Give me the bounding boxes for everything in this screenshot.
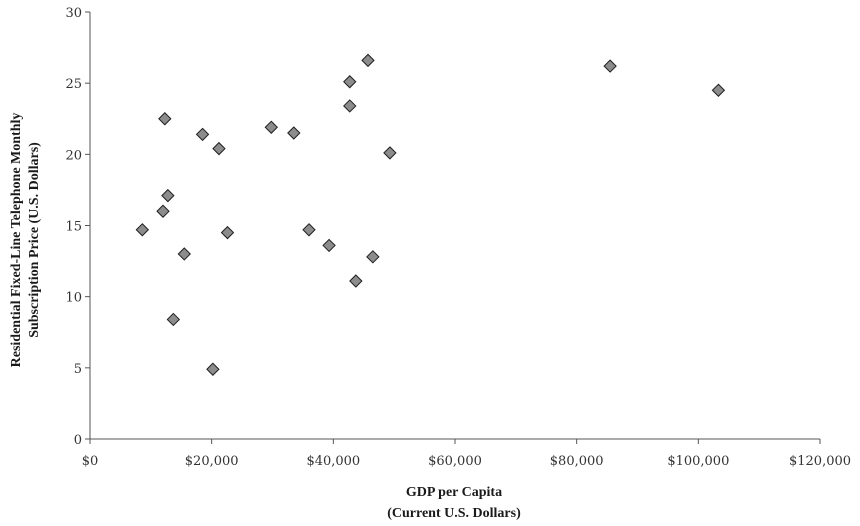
data-points — [135, 53, 726, 376]
data-point — [361, 53, 375, 68]
y-tick-label: 25 — [65, 77, 82, 92]
data-point — [135, 223, 150, 237]
y-axis-title-line-1: Residential Fixed-Line Telephone Monthly — [9, 113, 24, 368]
y-tick-label: 5 — [74, 362, 82, 377]
data-point — [287, 126, 301, 140]
data-point — [343, 75, 357, 89]
data-point — [161, 188, 175, 203]
x-tick-label: $40,000 — [306, 454, 360, 469]
data-point — [349, 274, 363, 288]
data-point — [166, 312, 181, 327]
x-tick-label: $100,000 — [667, 454, 729, 469]
x-tick-label: $60,000 — [428, 454, 482, 469]
y-tick-label: 15 — [65, 220, 82, 235]
data-point — [603, 59, 617, 73]
data-point — [264, 120, 278, 134]
y-axis-title-line-2: Subscription Price (U.S. Dollars) — [27, 142, 42, 338]
x-axis-ticks: $0 $20,000 $40,000 $60,000 $80,000 $100,000 $1… — [82, 439, 851, 469]
data-point — [206, 362, 220, 376]
data-point — [383, 146, 397, 160]
y-axis-title: Residential Fixed-Line Telephone Monthly… — [9, 113, 42, 368]
data-point — [711, 83, 726, 97]
x-axis-title-line-1: GDP per Capita — [406, 485, 502, 500]
x-tick-label: $20,000 — [185, 454, 239, 469]
y-tick-label: 0 — [74, 433, 82, 448]
x-tick-label: $120,000 — [789, 454, 851, 469]
data-point — [302, 223, 316, 237]
data-point — [220, 225, 235, 240]
x-tick-label: $80,000 — [550, 454, 604, 469]
data-point — [366, 250, 380, 264]
x-axis-title-line-2: (Current U.S. Dollars) — [387, 506, 521, 521]
y-tick-label: 30 — [65, 6, 82, 21]
data-point — [212, 141, 226, 156]
y-axis-ticks: 0 5 10 15 20 25 30 — [65, 6, 90, 448]
data-point — [195, 127, 210, 142]
x-axis-title: GDP per Capita (Current U.S. Dollars) — [387, 485, 521, 521]
x-tick-label: $0 — [82, 454, 99, 469]
data-point — [343, 99, 357, 113]
data-point — [322, 238, 336, 253]
data-point — [177, 247, 191, 261]
data-point — [158, 112, 172, 126]
y-tick-label: 20 — [65, 148, 82, 163]
y-tick-label: 10 — [65, 291, 82, 306]
data-point — [156, 204, 170, 218]
